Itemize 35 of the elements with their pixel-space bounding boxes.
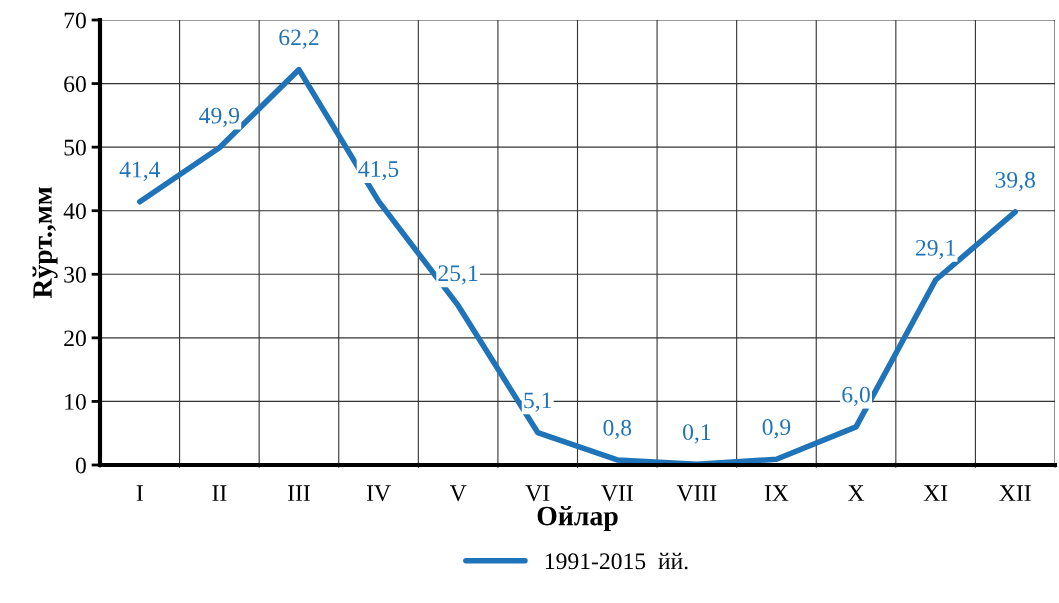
data-label: 0,9 [762, 419, 791, 439]
data-label: 25,1 [438, 265, 478, 285]
x-tick-label: VIII [676, 485, 717, 502]
data-label: 39,8 [995, 171, 1035, 192]
y-tick-label: 0 [75, 457, 86, 474]
y-tick-label: 40 [63, 203, 86, 220]
x-tick-label: IV [366, 485, 391, 502]
x-tick-label: XI [923, 485, 948, 501]
data-label: 0,8 [603, 419, 632, 440]
data-label: 41,5 [358, 161, 399, 181]
legend-label: 1991-2015 йй. [545, 552, 688, 570]
data-label: 0,1 [683, 424, 711, 444]
x-tick-label: I [136, 485, 143, 501]
y-tick-label: 30 [64, 266, 86, 283]
x-axis-title: Ойлар [537, 506, 618, 532]
x-tick-label: X [848, 485, 865, 501]
y-tick-label: 10 [65, 393, 86, 410]
data-label: 29,1 [916, 239, 955, 260]
x-tick-label: VI [525, 485, 550, 502]
x-tick-label: V [449, 485, 467, 502]
y-tick-label: 20 [64, 330, 86, 347]
x-tick-label: VII [601, 485, 633, 502]
x-tick-label: IX [764, 485, 789, 501]
x-tick-label: XII [999, 485, 1031, 501]
data-label: 6,0 [842, 386, 870, 407]
x-tick-label: II [212, 485, 227, 501]
data-label: 41,4 [119, 161, 161, 181]
data-label: 62,2 [279, 29, 319, 49]
y-tick-label: 50 [64, 139, 86, 156]
data-label: 49,9 [199, 107, 240, 127]
y-tick-label: 60 [64, 76, 86, 92]
y-axis-title: Rўрт.,мм [32, 187, 58, 299]
data-label: 5,1 [524, 392, 552, 412]
x-tick-label: III [288, 485, 310, 501]
y-tick-label: 70 [64, 12, 86, 29]
